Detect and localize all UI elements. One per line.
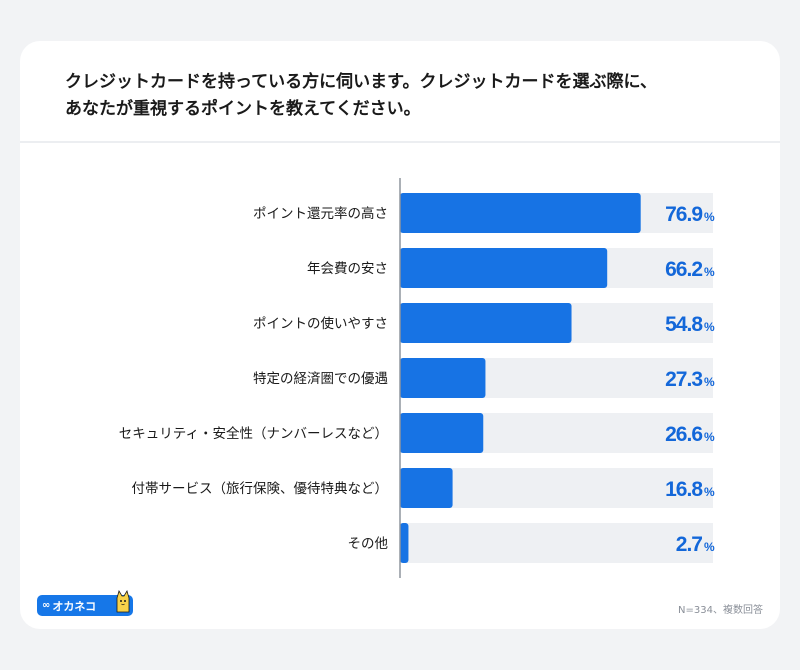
data-unit-label: % xyxy=(704,375,715,389)
bar-track xyxy=(400,523,713,563)
data-unit-label: % xyxy=(704,540,715,554)
category-label: ポイント還元率の高さ xyxy=(253,205,388,222)
bar xyxy=(400,413,484,453)
chart-card: クレジットカードを持っている方に伺います。クレジットカードを選ぶ際に、 あなたが… xyxy=(20,41,780,629)
data-unit-label: % xyxy=(704,210,715,224)
bar-chart: ポイント還元率の高さ 76.9 % 年会費の安さ 66.2 % ポイントの使いやすさ 54.8… xyxy=(119,178,715,578)
data-label: 27.3 xyxy=(665,368,702,391)
question-title-line-1: クレジットカードを持っている方に伺います。クレジットカードを選ぶ際に、 xyxy=(65,72,657,92)
logo-text: オカネコ xyxy=(52,599,97,613)
question-header: クレジットカードを持っている方に伺います。クレジットカードを選ぶ際に、 あなたが… xyxy=(20,41,780,143)
category-label: ポイントの使いやすさ xyxy=(253,315,388,332)
data-unit-label: % xyxy=(704,320,715,334)
infinity-icon: ∞ xyxy=(42,600,50,611)
bar xyxy=(400,248,608,288)
bar xyxy=(400,468,453,508)
data-label: 26.6 xyxy=(665,423,702,446)
category-label: 特定の経済圏での優遇 xyxy=(253,371,388,387)
sample-size-note: N=334、複数回答 xyxy=(678,605,763,616)
category-label: セキュリティ・安全性（ナンバーレスなど） xyxy=(119,425,388,442)
data-label: 76.9 xyxy=(665,203,702,226)
category-label: 付帯サービス（旅行保険、優待特典など） xyxy=(132,481,389,497)
data-unit-label: % xyxy=(704,485,715,499)
data-label: 54.8 xyxy=(665,313,703,336)
data-label: 2.7 xyxy=(676,533,703,556)
bar xyxy=(400,358,486,398)
data-unit-label: % xyxy=(704,265,715,279)
cat-mascot-icon xyxy=(116,590,130,613)
question-title-line-2: あなたが重視するポイントを教えてください。 xyxy=(65,99,421,119)
data-label: 16.8 xyxy=(665,478,703,501)
bar xyxy=(400,523,409,563)
data-label: 66.2 xyxy=(665,258,702,281)
category-label: 年会費の安さ xyxy=(307,261,388,277)
okaneko-logo: ∞ オカネコ xyxy=(37,590,133,616)
category-label: その他 xyxy=(348,536,389,552)
question-title: クレジットカードを持っている方に伺います。クレジットカードを選ぶ際に、 あなたが… xyxy=(65,69,755,123)
bar xyxy=(400,303,572,343)
data-unit-label: % xyxy=(704,430,715,444)
bar xyxy=(400,193,641,233)
